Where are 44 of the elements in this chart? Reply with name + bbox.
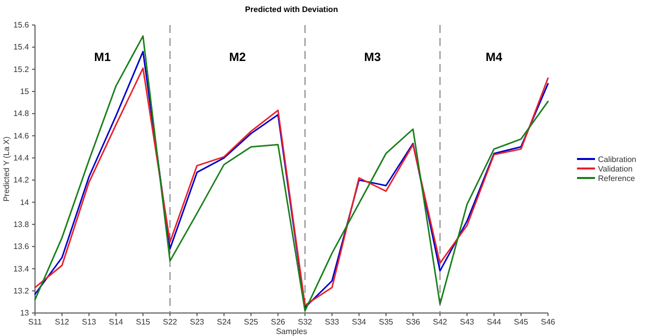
legend-label: Validation [598,164,633,174]
x-tick-label: S34 [352,318,367,327]
x-axis-title: Samples [276,327,308,336]
x-tick-label: S42 [432,318,448,327]
x-tick-label: S15 [136,318,151,327]
x-tick-label: S13 [82,318,97,327]
x-tick-label: S26 [270,318,286,327]
x-tick-label: S14 [108,318,124,327]
y-tick-label: 15.4 [13,42,30,52]
y-tick-label: 13.4 [13,264,30,274]
x-tick-label: S12 [54,318,70,327]
x-tick-label: S25 [244,318,259,327]
annotation: M1 [94,50,112,64]
y-tick-label: 15 [20,87,30,96]
x-tick-label: S23 [190,318,205,327]
y-tick-label: 13.8 [13,220,30,229]
x-tick-label: S33 [324,318,340,327]
y-tick-label: 15.6 [13,20,30,30]
x-tick-label: S32 [298,318,313,327]
legend-label: Reference [598,174,636,183]
y-tick-label: 13.2 [13,286,30,296]
x-tick-label: S36 [406,318,421,327]
x-tick-label: S43 [460,318,475,327]
y-tick-label: 14 [20,198,30,207]
x-tick-label: S24 [216,318,232,327]
x-tick-label: S44 [486,318,502,327]
legend-label: Calibration [598,155,636,164]
x-tick-label: S11 [28,318,42,327]
y-axis-title: Predicted Y (La X) [2,136,11,202]
x-tick-label: S22 [162,318,178,327]
y-tick-label: 14.2 [13,176,30,185]
x-tick-label: S35 [378,318,394,327]
y-tick-label: 15.2 [13,64,30,74]
x-tick-label: S46 [540,318,556,327]
annotation: M2 [229,50,246,64]
x-tick-label: S45 [514,318,529,327]
annotation: M3 [364,50,382,64]
chart-title: Predicted with Deviation [245,5,338,14]
y-tick-label: 14.4 [13,153,30,162]
annotation: M4 [486,50,503,64]
y-tick-label: 14.8 [13,109,30,118]
y-tick-label: 14.6 [13,131,30,140]
y-tick-label: 13.6 [13,242,30,252]
y-tick-label: 13 [20,308,30,318]
